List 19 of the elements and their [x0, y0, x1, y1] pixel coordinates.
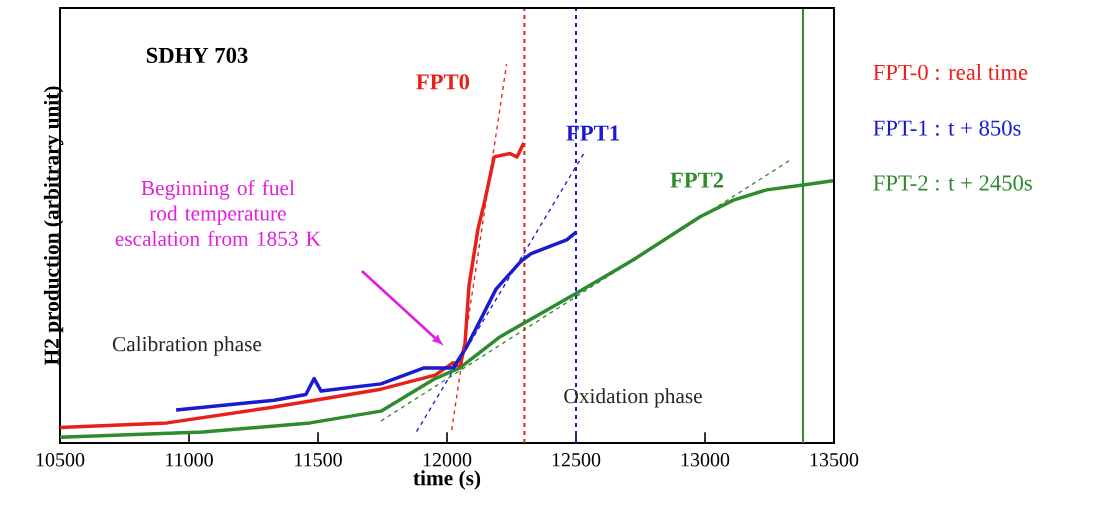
annotation: Oxidation phase: [564, 388, 702, 408]
y-axis-title: H2 production (arbitrary unit): [43, 86, 64, 366]
text: FPT1: [566, 125, 619, 141]
text: FPT-2 : t + 2450s: [873, 175, 1032, 191]
text: FPT-0 : real time: [873, 64, 1028, 81]
text: FPT-1 : t + 850s: [873, 120, 1021, 136]
text: SDHY 703: [146, 47, 248, 64]
x-tick-label: 13000: [681, 453, 730, 467]
text: FPT0: [416, 74, 470, 90]
x-axis-title: time (s): [413, 470, 481, 490]
series-label: FPT2: [670, 172, 724, 188]
x-tick-label: 12000: [423, 453, 472, 467]
annotation: Beginning of fuel rod temperature escalation from 1853 K: [115, 180, 321, 246]
annotation: Calibration phase: [112, 336, 262, 356]
x-tick-label: 11000: [166, 453, 213, 467]
x-tick-label: 13500: [810, 453, 859, 467]
x-tick-label: 10500: [36, 453, 85, 467]
x-tick-label: 11500: [295, 453, 342, 467]
x-tick-label: 12500: [552, 453, 601, 467]
